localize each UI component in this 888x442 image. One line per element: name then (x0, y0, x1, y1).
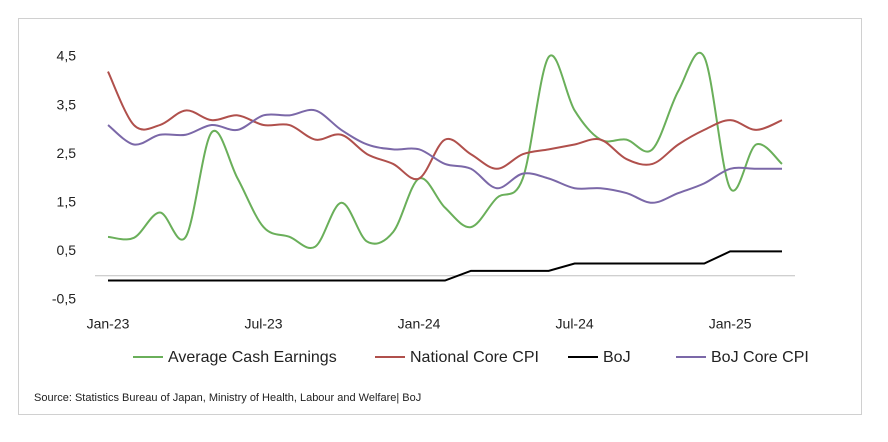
legend-label: Average Cash Earnings (168, 349, 337, 366)
legend-label: BoJ (603, 349, 631, 366)
x-tick-label: Jul-24 (556, 316, 594, 332)
x-tick-label: Jan-24 (398, 316, 441, 332)
y-tick-label: 3,5 (57, 96, 77, 112)
y-tick-label: 0,5 (57, 242, 77, 258)
series-line (107, 51, 783, 249)
chart-frame (18, 18, 862, 415)
source-note: Source: Statistics Bureau of Japan, Mini… (34, 392, 421, 404)
x-tick-label: Jan-23 (87, 316, 130, 332)
series-line (107, 108, 782, 204)
y-tick-label: -0,5 (52, 291, 76, 307)
x-tick-label: Jan-25 (709, 316, 752, 332)
legend-label: BoJ Core CPI (711, 349, 809, 366)
series-line (107, 71, 783, 181)
x-tick-label: Jul-23 (244, 316, 282, 332)
y-tick-label: 4,5 (57, 48, 77, 64)
y-tick-label: 1,5 (57, 194, 77, 210)
series-line (108, 250, 782, 282)
y-tick-label: 2,5 (57, 145, 77, 161)
legend-label: National Core CPI (410, 349, 539, 366)
